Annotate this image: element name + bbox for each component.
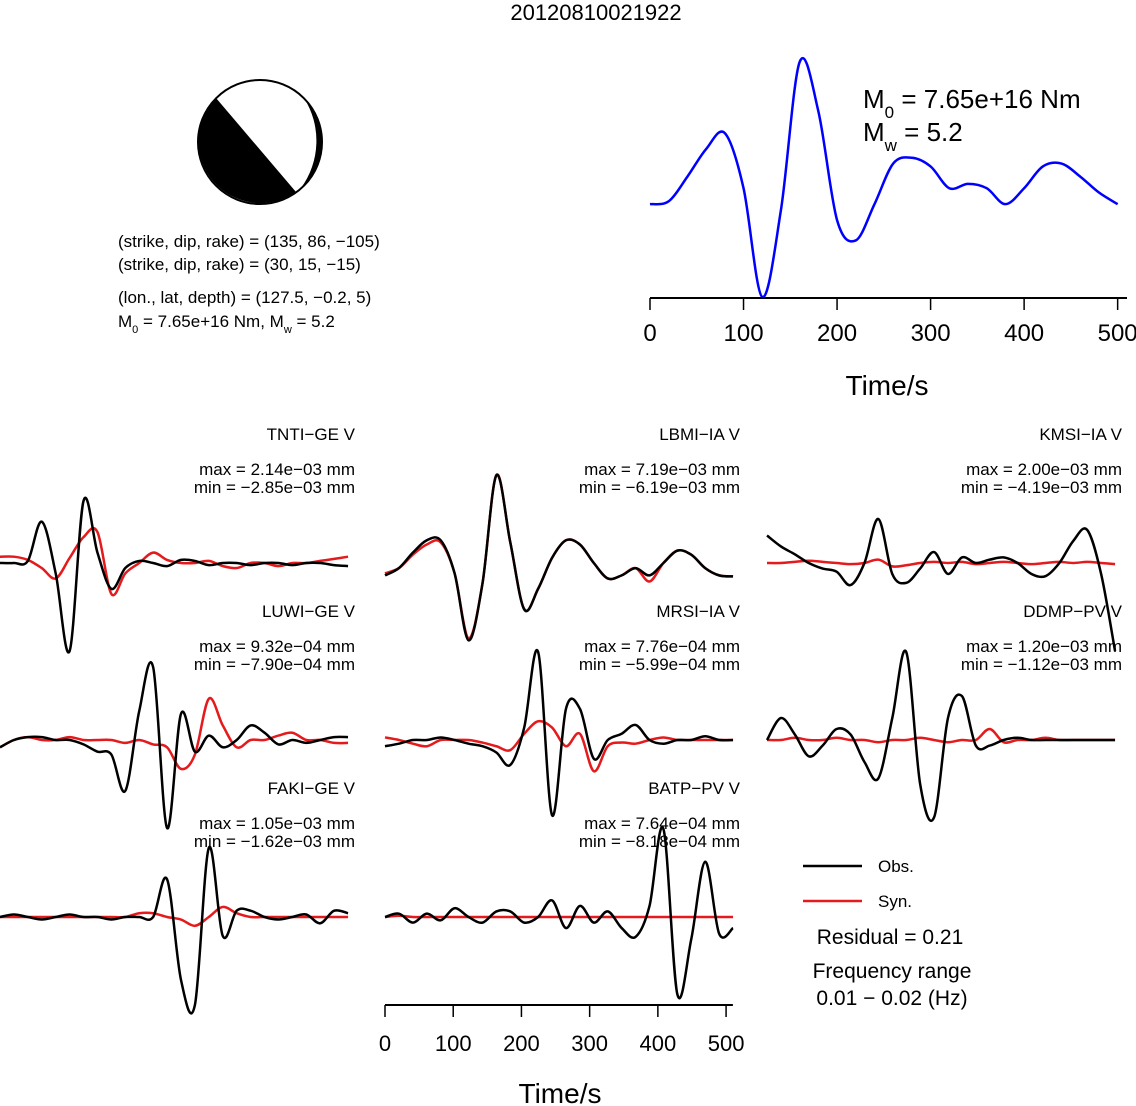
text-part: = 5.2 (897, 117, 963, 147)
residual: Residual = 0.21 (817, 926, 964, 949)
station-label: TNTI−GE V (267, 425, 356, 444)
subscript: 0 (885, 103, 894, 122)
legend-label: Obs. (878, 857, 914, 876)
x-tick-label: 300 (571, 1031, 608, 1056)
min-label: min = −6.19e−03 mm (579, 478, 740, 497)
station-label: LBMI−IA V (659, 425, 740, 444)
observed-trace (0, 660, 349, 830)
figure-title: 20120810021922 (510, 0, 681, 25)
min-label: min = −4.19e−03 mm (961, 478, 1122, 497)
annotation: M0 = 7.65e+16 Nm (863, 84, 1081, 122)
beach-ball-crescent (301, 98, 322, 188)
x-tick-label: 0 (643, 320, 656, 347)
text-part: M (863, 84, 885, 114)
stf-line (649, 57, 1119, 299)
beach-ball (197, 79, 323, 205)
min-label: min = −1.12e−03 mm (961, 655, 1122, 674)
x-tick-label: 0 (379, 1031, 391, 1056)
x-tick-label: 500 (708, 1031, 745, 1056)
x-axis-title: Time/s (846, 370, 929, 401)
max-label: max = 2.14e−03 mm (199, 460, 355, 479)
mechanism-line: (lon., lat, depth) = (127.5, −0.2, 5) (118, 288, 371, 307)
station-label: DDMP−PV V (1023, 602, 1122, 621)
subscript: w (283, 324, 292, 336)
station-label: LUWI−GE V (262, 602, 356, 621)
subscript: w (884, 136, 898, 155)
annotation: Mw = 5.2 (863, 117, 963, 155)
min-label: min = −5.99e−04 mm (579, 655, 740, 674)
text-part: = 7.65e+16 Nm, M (138, 312, 284, 331)
x-tick-label: 400 (1004, 320, 1044, 347)
legend-label: Syn. (878, 892, 912, 911)
observed-trace (0, 496, 349, 654)
max-label: max = 7.19e−03 mm (584, 460, 740, 479)
max-label: max = 9.32e−04 mm (199, 637, 355, 656)
observed-trace (0, 845, 349, 1015)
station-label: FAKI−GE V (268, 779, 356, 798)
station-label: BATP−PV V (648, 779, 740, 798)
max-label: max = 1.20e−03 mm (966, 637, 1122, 656)
observed-trace (765, 649, 1116, 822)
min-label: min = −8.18e−04 mm (579, 832, 740, 851)
observed-trace (384, 473, 734, 642)
observed-trace (766, 517, 1117, 652)
max-label: max = 1.05e−03 mm (199, 814, 355, 833)
frequency-range: Frequency range (813, 960, 972, 983)
observed-trace (384, 648, 734, 817)
text-part: = 5.2 (292, 312, 335, 331)
min-label: min = −7.90e−04 mm (194, 655, 355, 674)
x-tick-label: 300 (911, 320, 951, 347)
station-label: MRSI−IA V (656, 602, 740, 621)
x-axis-title: Time/s (519, 1078, 602, 1106)
min-label: min = −2.85e−03 mm (194, 478, 355, 497)
mechanism-line: (strike, dip, rake) = (135, 86, −105) (118, 232, 380, 251)
frequency-range: 0.01 − 0.02 (Hz) (816, 987, 967, 1010)
text-part: M (118, 312, 132, 331)
observed-trace (384, 825, 734, 1000)
text-part: = 7.65e+16 Nm (894, 84, 1080, 114)
synthetic-trace (0, 696, 349, 771)
x-tick-label: 500 (1098, 320, 1136, 347)
x-tick-label: 100 (724, 320, 764, 347)
mechanism-line: (strike, dip, rake) = (30, 15, −15) (118, 255, 361, 274)
x-tick-label: 200 (503, 1031, 540, 1056)
text-part: M (863, 117, 885, 147)
min-label: min = −1.62e−03 mm (194, 832, 355, 851)
x-tick-label: 100 (435, 1031, 472, 1056)
beach-ball-quadrant (198, 98, 296, 204)
max-label: max = 2.00e−03 mm (966, 460, 1122, 479)
station-label: KMSI−IA V (1039, 425, 1122, 444)
subscript: 0 (132, 324, 138, 336)
x-tick-label: 400 (640, 1031, 677, 1056)
moment-line: M0 = 7.65e+16 Nm, Mw = 5.2 (118, 312, 335, 336)
x-tick-label: 200 (817, 320, 857, 347)
max-label: max = 7.64e−04 mm (584, 814, 740, 833)
max-label: max = 7.76e−04 mm (584, 637, 740, 656)
